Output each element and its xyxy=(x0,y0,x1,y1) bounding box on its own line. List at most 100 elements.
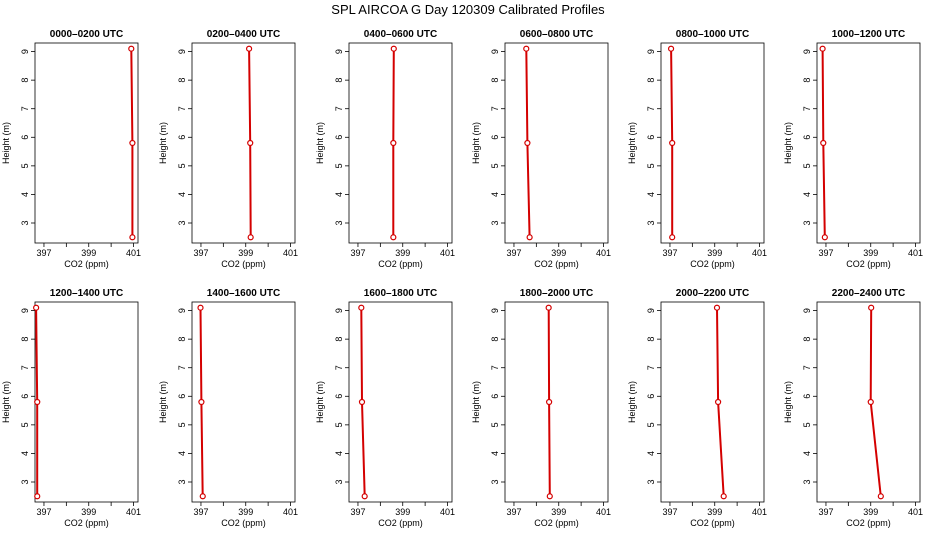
y-tick-label: 4 xyxy=(177,192,187,197)
profile-panel: 0800–1000 UTC 397 399 401 3 4 5 6 7 8 9 CO2 (ppm) He… xyxy=(627,29,767,269)
y-tick-label: 9 xyxy=(646,308,656,313)
profile-panel: 0000–0200 UTC 397 399 401 3 4 5 6 7 8 9 CO2 (ppm) He… xyxy=(1,29,141,269)
data-point xyxy=(247,234,254,241)
profile-panel: 1000–1200 UTC 397 399 401 3 4 5 6 7 8 9 CO2 (ppm) He… xyxy=(783,29,923,269)
x-axis-label: CO2 (ppm) xyxy=(221,259,266,269)
x-axis-label: CO2 (ppm) xyxy=(64,518,109,528)
y-tick-label: 9 xyxy=(646,49,656,54)
y-tick-label: 9 xyxy=(177,308,187,313)
page-title: SPL AIRCOA G Day 120309 Calibrated Profi… xyxy=(331,2,605,17)
y-tick-label: 7 xyxy=(802,365,812,370)
y-tick-label: 5 xyxy=(802,163,812,168)
x-tick-label: 399 xyxy=(395,507,410,517)
panel-title: 1200–1400 UTC xyxy=(50,288,123,299)
y-tick-label: 5 xyxy=(490,163,500,168)
y-tick-label: 9 xyxy=(490,49,500,54)
y-tick-label: 7 xyxy=(646,106,656,111)
y-tick-label: 4 xyxy=(334,192,344,197)
plot-frame xyxy=(34,42,139,244)
y-tick-label: 3 xyxy=(177,220,187,225)
y-tick-label: 8 xyxy=(177,78,187,83)
x-tick-label: 399 xyxy=(238,507,253,517)
y-axis-label: Height (m) xyxy=(315,122,325,164)
y-tick-label: 5 xyxy=(20,422,30,427)
x-tick-label: 401 xyxy=(283,507,298,517)
y-tick-label: 8 xyxy=(646,78,656,83)
y-tick-label: 7 xyxy=(334,365,344,370)
profile-panel: 2000–2200 UTC 397 399 401 3 4 5 6 7 8 9 CO2 (ppm) He… xyxy=(627,288,767,528)
x-tick-label: 397 xyxy=(36,507,51,517)
y-tick-label: 5 xyxy=(646,163,656,168)
data-point xyxy=(877,493,884,500)
y-tick-label: 6 xyxy=(490,135,500,140)
y-tick-label: 8 xyxy=(646,337,656,342)
x-axis-label: CO2 (ppm) xyxy=(534,259,579,269)
x-axis-label: CO2 (ppm) xyxy=(690,518,735,528)
x-tick-label: 399 xyxy=(238,248,253,258)
y-tick-label: 6 xyxy=(802,135,812,140)
panel-title: 1800–2000 UTC xyxy=(520,288,593,299)
y-tick-label: 3 xyxy=(177,479,187,484)
y-axis-label: Height (m) xyxy=(1,122,11,164)
y-tick-label: 5 xyxy=(802,422,812,427)
y-tick-label: 9 xyxy=(802,308,812,313)
y-axis-label: Height (m) xyxy=(315,381,325,423)
y-axis-label: Height (m) xyxy=(627,122,637,164)
y-tick-label: 6 xyxy=(177,135,187,140)
x-tick-label: 399 xyxy=(81,248,96,258)
x-axis-label: CO2 (ppm) xyxy=(534,518,579,528)
data-point xyxy=(199,493,206,500)
y-axis-label: Height (m) xyxy=(471,381,481,423)
y-tick-label: 5 xyxy=(334,422,344,427)
data-point xyxy=(546,398,553,406)
y-tick-label: 9 xyxy=(20,49,30,54)
x-tick-label: 401 xyxy=(126,507,141,517)
profile-panel: 1200–1400 UTC 397 399 401 3 4 5 6 7 8 9 CO2 (ppm) He… xyxy=(1,288,141,528)
y-tick-label: 9 xyxy=(334,308,344,313)
panel-title: 0800–1000 UTC xyxy=(676,29,749,40)
data-point xyxy=(821,234,828,241)
plot-frame xyxy=(191,42,296,244)
y-axis-label: Height (m) xyxy=(158,381,168,423)
data-point xyxy=(128,45,135,52)
y-tick-label: 6 xyxy=(646,394,656,399)
data-point xyxy=(33,304,40,311)
y-tick-label: 3 xyxy=(334,479,344,484)
x-axis-label: CO2 (ppm) xyxy=(846,259,891,269)
data-point xyxy=(34,398,41,406)
y-tick-label: 6 xyxy=(802,394,812,399)
y-tick-label: 8 xyxy=(490,78,500,83)
y-tick-label: 7 xyxy=(20,365,30,370)
x-tick-label: 401 xyxy=(440,507,455,517)
data-point xyxy=(669,234,676,241)
plot-frame xyxy=(816,301,921,503)
y-tick-label: 7 xyxy=(177,106,187,111)
y-tick-label: 8 xyxy=(334,78,344,83)
x-tick-label: 399 xyxy=(863,248,878,258)
y-tick-label: 3 xyxy=(646,479,656,484)
data-point xyxy=(358,398,366,406)
x-tick-label: 401 xyxy=(908,507,923,517)
y-tick-label: 4 xyxy=(802,192,812,197)
x-tick-label: 401 xyxy=(752,248,767,258)
data-point xyxy=(669,139,676,147)
y-tick-label: 3 xyxy=(20,479,30,484)
profile-panel: 1800–2000 UTC 397 399 401 3 4 5 6 7 8 9 CO2 (ppm) He… xyxy=(471,288,611,528)
x-tick-label: 399 xyxy=(707,507,722,517)
data-point xyxy=(713,304,721,311)
x-tick-label: 401 xyxy=(126,248,141,258)
y-axis-label: Height (m) xyxy=(627,381,637,423)
plot-frame xyxy=(348,301,453,503)
x-tick-label: 397 xyxy=(193,507,208,517)
data-point xyxy=(820,139,827,147)
x-axis-label: CO2 (ppm) xyxy=(846,518,891,528)
data-point xyxy=(819,45,826,52)
data-point xyxy=(358,304,365,311)
plot-frame xyxy=(191,301,296,503)
x-tick-label: 401 xyxy=(283,248,298,258)
y-tick-label: 7 xyxy=(802,106,812,111)
profile-panel: 1600–1800 UTC 397 399 401 3 4 5 6 7 8 9 CO2 (ppm) He… xyxy=(315,288,455,528)
x-tick-label: 397 xyxy=(662,248,677,258)
plot-frame xyxy=(34,301,139,503)
y-axis-label: Height (m) xyxy=(783,381,793,423)
